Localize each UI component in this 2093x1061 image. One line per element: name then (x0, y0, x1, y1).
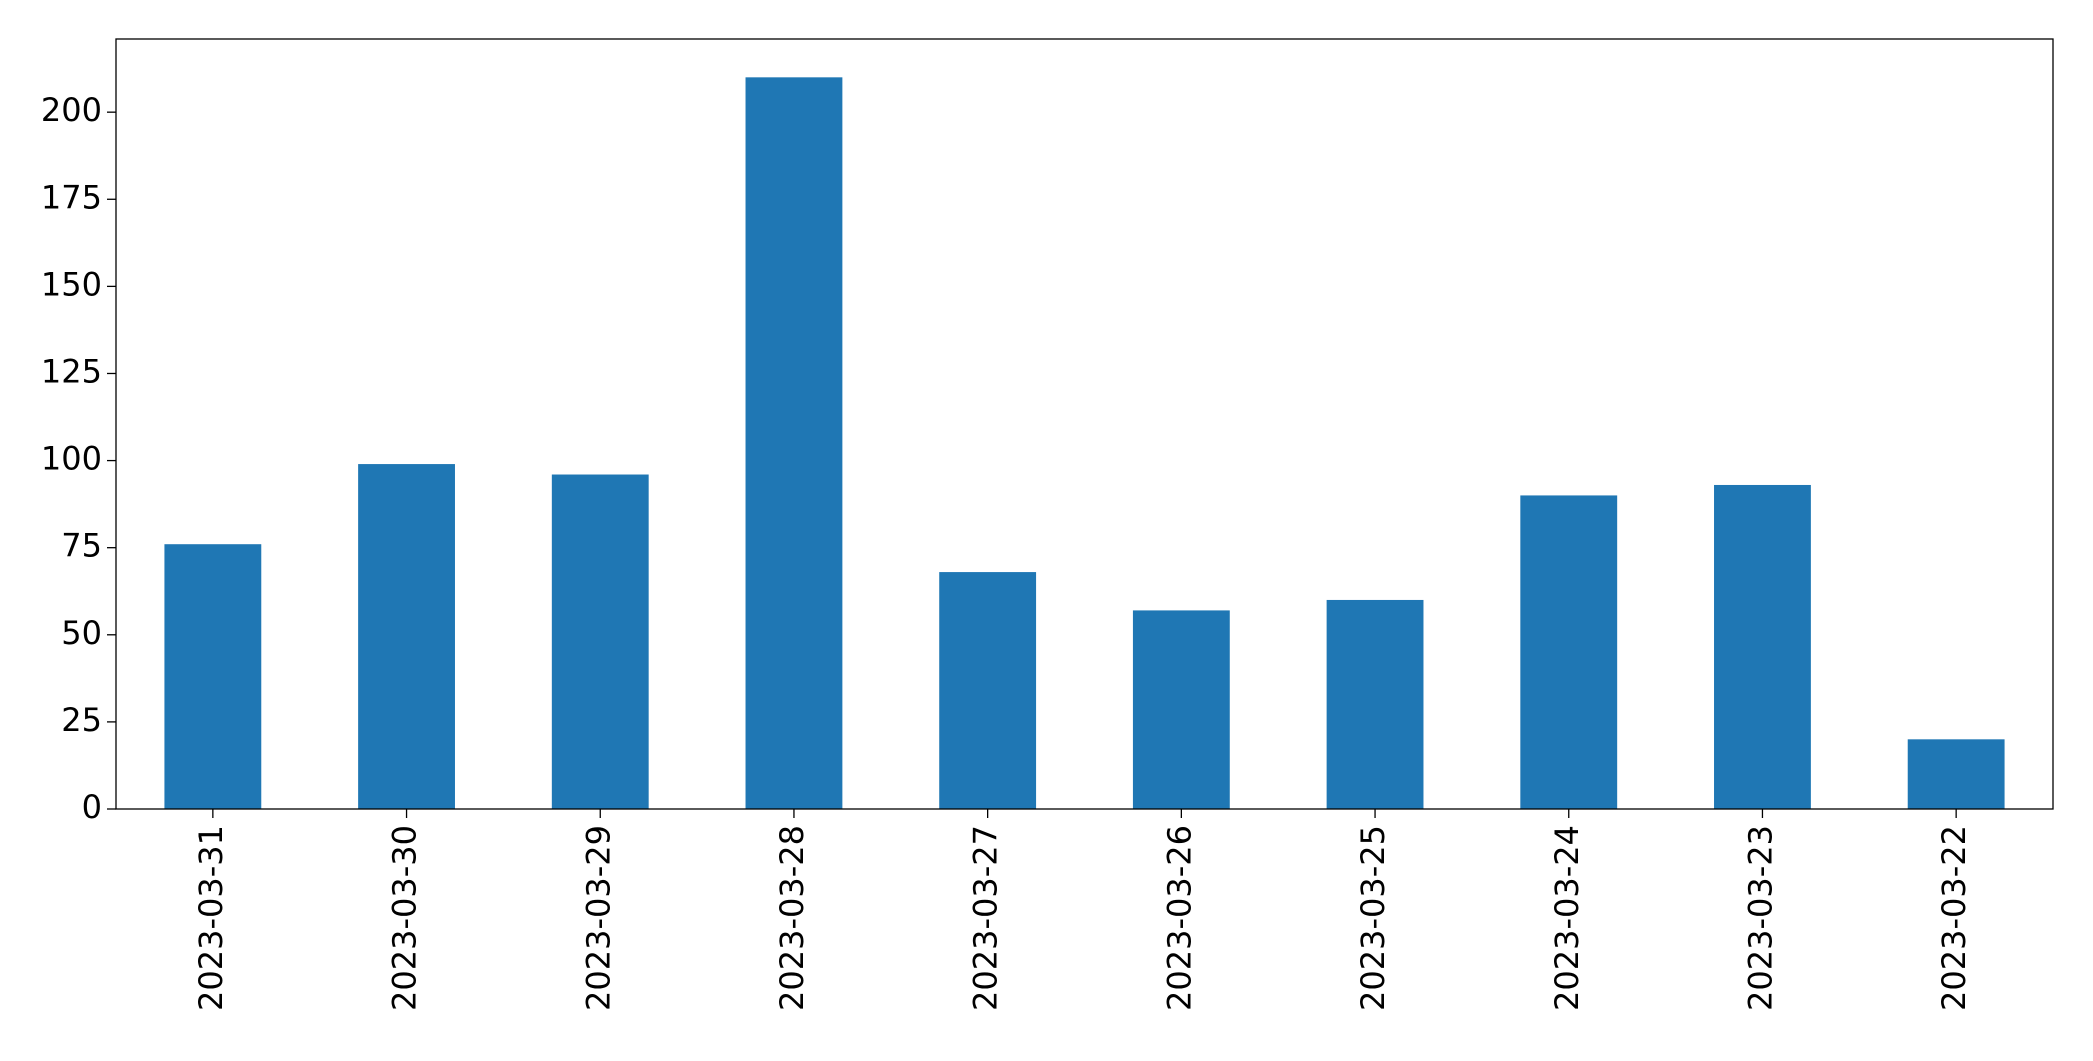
y-tick-label: 200 (41, 91, 102, 129)
x-tick-label: 2023-03-29 (579, 825, 617, 1011)
y-tick-label: 175 (41, 178, 102, 216)
x-tick-label: 2023-03-26 (1160, 825, 1198, 1011)
x-tick-label: 2023-03-27 (967, 825, 1005, 1011)
x-tick-label: 2023-03-23 (1741, 825, 1779, 1011)
bar (164, 544, 262, 809)
x-tick-label: 2023-03-31 (192, 825, 230, 1011)
y-tick-label: 150 (41, 265, 102, 303)
x-tick-label: 2023-03-25 (1354, 825, 1392, 1011)
bar (1132, 610, 1230, 809)
bar (358, 464, 455, 809)
bar (1326, 599, 1424, 809)
x-tick-label: 2023-03-22 (1935, 825, 1973, 1011)
bar (551, 474, 649, 809)
x-tick-label: 2023-03-24 (1548, 825, 1586, 1011)
y-tick-label: 125 (41, 352, 102, 390)
bar (1520, 495, 1618, 809)
y-tick-label: 0 (82, 788, 102, 826)
plot-frame (115, 38, 2054, 810)
y-tick-label: 50 (61, 614, 102, 652)
x-tick-label: 2023-03-28 (773, 825, 811, 1011)
y-tick-label: 25 (61, 701, 102, 739)
y-tick-label: 100 (41, 440, 102, 478)
bar (1714, 484, 1811, 809)
bar (939, 572, 1037, 809)
bar (745, 77, 843, 809)
y-tick-label: 75 (61, 527, 102, 565)
bar (1907, 739, 2005, 809)
x-tick-label: 2023-03-30 (386, 825, 424, 1011)
